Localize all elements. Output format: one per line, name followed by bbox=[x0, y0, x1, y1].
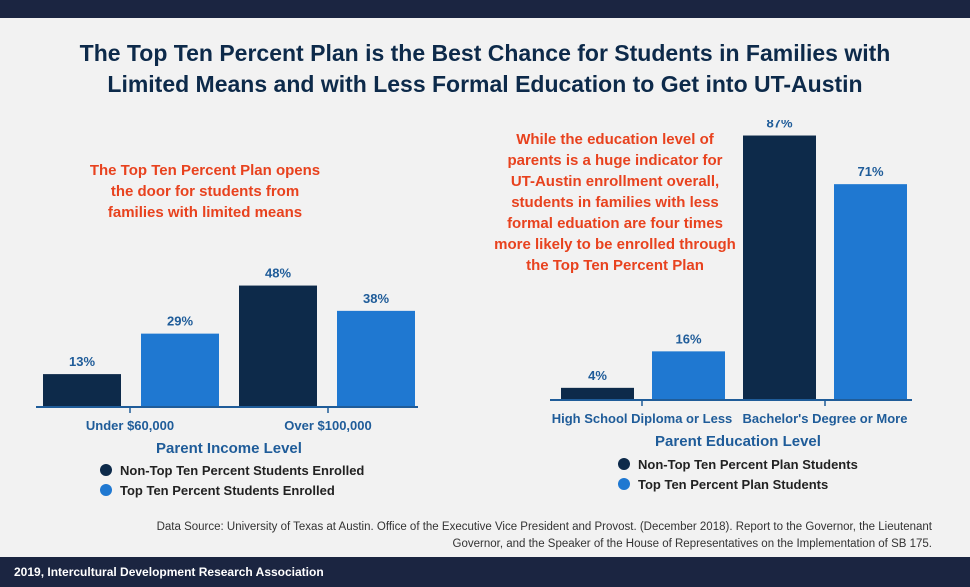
legend-swatch-light bbox=[100, 484, 112, 496]
bar-value-label: 48% bbox=[265, 266, 291, 281]
data-source: Data Source: University of Texas at Aust… bbox=[132, 519, 932, 553]
bar-value-label: 13% bbox=[69, 354, 95, 369]
education-note-line: the Top Ten Percent Plan bbox=[526, 257, 704, 274]
x-axis-title: Parent Income Level bbox=[156, 440, 302, 457]
bar-value-label: 87% bbox=[766, 120, 792, 131]
top-bar bbox=[0, 0, 970, 18]
education-note: While the education level of parents is … bbox=[470, 129, 760, 276]
income-note-line: families with limited means bbox=[107, 204, 303, 221]
income-note-line: The Top Ten Percent Plan opens bbox=[89, 162, 321, 179]
bar bbox=[652, 351, 725, 400]
bar-value-label: 38% bbox=[363, 291, 389, 306]
legend-label: Top Ten Percent Students Enrolled bbox=[120, 482, 335, 498]
x-tick-label: High School Diploma or Less bbox=[552, 411, 733, 426]
x-tick-label: Over $100,000 bbox=[284, 418, 371, 433]
legend-swatch-light bbox=[618, 478, 630, 490]
bar bbox=[834, 184, 907, 400]
legend-label: Top Ten Percent Plan Students bbox=[638, 476, 829, 492]
bar bbox=[43, 374, 121, 407]
x-tick-label: Bachelor's Degree or More bbox=[743, 411, 908, 426]
source-line: Data Source: University of Texas at Aust… bbox=[156, 521, 932, 533]
education-note-line: parents is a huge indicator for bbox=[507, 152, 723, 169]
title-line-2: Limited Means and with Less Formal Educa… bbox=[107, 71, 863, 97]
bar bbox=[743, 135, 816, 400]
bar-value-label: 29% bbox=[167, 314, 193, 329]
bar bbox=[561, 387, 634, 400]
legend-item: Non-Top Ten Percent Students Enrolled bbox=[100, 460, 364, 480]
education-note-line: more likely to be enrolled through bbox=[494, 236, 736, 253]
source-line: Governor, and the Speaker of the House o… bbox=[452, 538, 932, 550]
legend-swatch-dark bbox=[100, 464, 112, 476]
education-note-line: UT-Austin enrollment overall, bbox=[510, 173, 720, 190]
page-title: The Top Ten Percent Plan is the Best Cha… bbox=[20, 38, 950, 100]
income-note: The Top Ten Percent Plan opens the door … bbox=[55, 160, 355, 223]
legend-label: Non-Top Ten Percent Students Enrolled bbox=[120, 462, 365, 478]
bar-value-label: 4% bbox=[588, 368, 607, 383]
x-axis-title: Parent Education Level bbox=[655, 433, 821, 450]
footer-credit: 2019, Intercultural Development Research… bbox=[14, 565, 324, 579]
education-note-line: formal eduation are four times bbox=[507, 215, 723, 232]
income-bar-chart: 13% 29% 48% 38% Under $60,000 Over $100,000 Pa… bbox=[36, 266, 418, 457]
education-legend: Non-Top Ten Percent Plan Students Top Te… bbox=[618, 454, 858, 494]
x-tick-label: Under $60,000 bbox=[86, 418, 174, 433]
footer-bar: 2019, Intercultural Development Research… bbox=[0, 557, 970, 587]
bar-value-label: 16% bbox=[675, 331, 701, 346]
bar-value-label: 71% bbox=[857, 164, 883, 179]
education-note-line: While the education level of bbox=[516, 131, 714, 148]
legend-label: Non-Top Ten Percent Plan Students bbox=[638, 456, 858, 472]
bar bbox=[141, 333, 219, 407]
legend-item: Top Ten Percent Plan Students bbox=[618, 474, 858, 494]
income-legend: Non-Top Ten Percent Students Enrolled To… bbox=[100, 460, 364, 500]
legend-item: Top Ten Percent Students Enrolled bbox=[100, 480, 364, 500]
education-bar-chart: 4% 16% 87% 71% High School Diploma or Less Ba… bbox=[550, 120, 912, 450]
legend-swatch-dark bbox=[618, 458, 630, 470]
legend-item: Non-Top Ten Percent Plan Students bbox=[618, 454, 858, 474]
bar bbox=[337, 310, 415, 407]
title-line-1: The Top Ten Percent Plan is the Best Cha… bbox=[79, 40, 891, 66]
education-note-line: students in families with less bbox=[511, 194, 719, 211]
income-note-line: the door for students from bbox=[110, 183, 300, 200]
bar bbox=[239, 285, 317, 407]
